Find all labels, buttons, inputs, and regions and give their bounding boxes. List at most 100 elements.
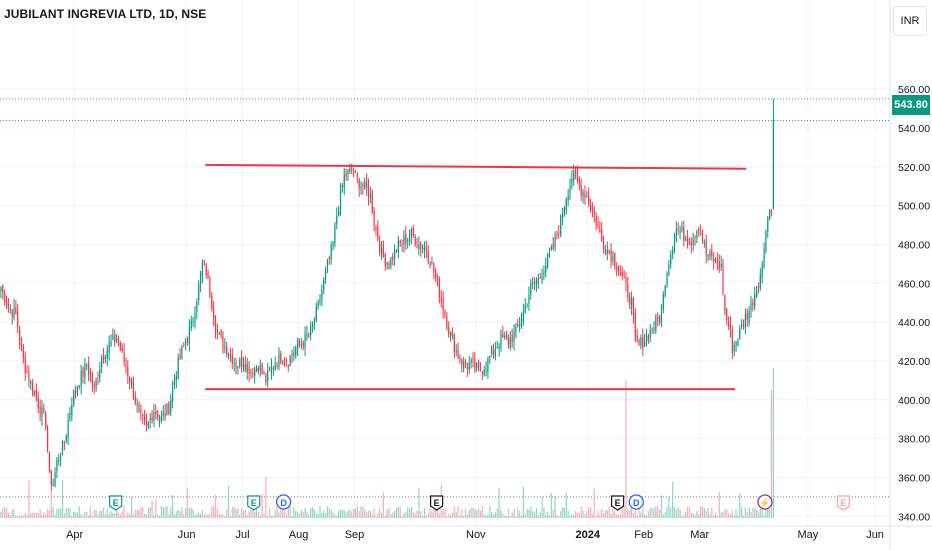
candle[interactable]	[703, 239, 705, 248]
candle[interactable]	[750, 295, 752, 318]
candle[interactable]	[520, 312, 523, 329]
candle[interactable]	[155, 404, 157, 420]
candle[interactable]	[535, 277, 538, 292]
candle[interactable]	[80, 364, 82, 395]
candle[interactable]	[173, 373, 176, 390]
candle[interactable]	[338, 205, 340, 217]
candle[interactable]	[569, 178, 571, 200]
candle[interactable]	[54, 467, 56, 488]
candle[interactable]	[614, 252, 616, 270]
candle[interactable]	[224, 338, 226, 354]
candle[interactable]	[737, 338, 739, 347]
candle[interactable]	[718, 254, 720, 273]
candle[interactable]	[123, 343, 125, 367]
candle[interactable]	[313, 317, 315, 331]
candle[interactable]	[143, 409, 146, 426]
candle[interactable]	[377, 220, 379, 242]
candle[interactable]	[250, 368, 252, 379]
candle[interactable]	[343, 168, 345, 196]
candle[interactable]	[106, 344, 108, 367]
candle[interactable]	[690, 236, 692, 254]
candle[interactable]	[675, 221, 677, 243]
candle[interactable]	[362, 181, 364, 195]
candle[interactable]	[257, 365, 260, 375]
candle[interactable]	[332, 240, 334, 251]
candle[interactable]	[205, 262, 207, 279]
candle[interactable]	[477, 359, 480, 372]
candle[interactable]	[352, 167, 355, 178]
candle[interactable]	[97, 371, 99, 385]
candle[interactable]	[748, 305, 750, 327]
candle[interactable]	[315, 302, 317, 323]
candle[interactable]	[134, 391, 136, 406]
candle[interactable]	[30, 379, 32, 390]
candle[interactable]	[125, 357, 127, 374]
candle[interactable]	[39, 399, 41, 422]
candle[interactable]	[727, 316, 730, 330]
candle[interactable]	[601, 222, 603, 243]
candle[interactable]	[470, 357, 472, 369]
candle[interactable]	[435, 267, 437, 283]
candle[interactable]	[56, 457, 58, 479]
candle[interactable]	[526, 302, 528, 309]
candle[interactable]	[82, 366, 84, 384]
candle[interactable]	[274, 356, 276, 371]
candle[interactable]	[278, 347, 280, 371]
candle[interactable]	[423, 241, 426, 259]
candle[interactable]	[761, 260, 763, 284]
candle[interactable]	[95, 377, 97, 392]
candle[interactable]	[586, 191, 588, 198]
candle[interactable]	[298, 338, 301, 348]
candle[interactable]	[560, 214, 562, 238]
candle[interactable]	[509, 331, 511, 351]
candle[interactable]	[41, 400, 43, 426]
candle[interactable]	[162, 405, 164, 421]
event-marker[interactable]: E	[430, 495, 444, 511]
candle[interactable]	[528, 286, 530, 312]
candle[interactable]	[705, 234, 707, 264]
candle[interactable]	[61, 439, 64, 456]
candle[interactable]	[519, 316, 521, 333]
candle[interactable]	[263, 370, 265, 375]
candle[interactable]	[276, 361, 278, 370]
candle[interactable]	[602, 235, 605, 254]
candle[interactable]	[634, 307, 636, 343]
candle[interactable]	[433, 261, 435, 280]
candle[interactable]	[668, 259, 670, 276]
candle[interactable]	[9, 304, 11, 314]
candle[interactable]	[295, 345, 297, 359]
candle[interactable]	[645, 328, 648, 347]
event-marker[interactable]: ⚡	[757, 494, 773, 510]
candle[interactable]	[50, 469, 52, 491]
candle[interactable]	[567, 189, 569, 207]
candle[interactable]	[595, 212, 597, 231]
candle[interactable]	[246, 357, 248, 380]
candle[interactable]	[739, 325, 741, 340]
candle[interactable]	[673, 232, 676, 254]
candle[interactable]	[380, 240, 383, 260]
candle[interactable]	[612, 250, 614, 266]
candle[interactable]	[218, 331, 220, 336]
candle[interactable]	[65, 433, 67, 444]
candle[interactable]	[584, 185, 586, 205]
candle[interactable]	[171, 380, 174, 409]
candle[interactable]	[604, 245, 607, 256]
candle[interactable]	[642, 328, 644, 356]
candle[interactable]	[32, 378, 34, 397]
candle[interactable]	[326, 258, 329, 273]
candle[interactable]	[259, 359, 261, 377]
candle[interactable]	[289, 354, 291, 367]
candle[interactable]	[429, 260, 431, 269]
candle[interactable]	[308, 332, 310, 338]
candle[interactable]	[722, 258, 724, 296]
candle[interactable]	[418, 236, 420, 256]
candle[interactable]	[183, 341, 185, 348]
candle[interactable]	[448, 321, 450, 338]
candle[interactable]	[532, 276, 534, 290]
candle[interactable]	[177, 353, 179, 380]
candle[interactable]	[556, 230, 558, 240]
candle[interactable]	[733, 340, 735, 357]
candle[interactable]	[558, 225, 560, 239]
candle[interactable]	[188, 319, 190, 352]
candle[interactable]	[436, 273, 439, 287]
